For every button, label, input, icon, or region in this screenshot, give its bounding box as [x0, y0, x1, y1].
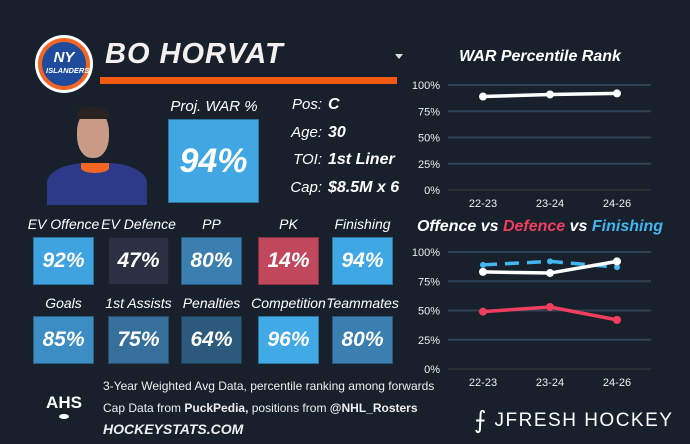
x-tick-label: 23-24 — [536, 377, 564, 389]
ahs-logo: AHS — [42, 384, 86, 426]
y-tick-label: 0% — [424, 185, 440, 197]
data-point — [480, 261, 486, 268]
stat-label: EV Defence — [101, 216, 176, 232]
data-point — [613, 89, 621, 98]
team-logo: NY ISLANDERS — [35, 35, 93, 93]
info-key: Cap: — [290, 179, 322, 197]
stat-label: Competition — [251, 295, 326, 311]
info-row: Age: 30 — [283, 124, 346, 142]
team-logo-text: NY ISLANDERS — [46, 49, 90, 75]
stat-label: Penalties — [182, 295, 241, 311]
info-key: TOI: — [293, 151, 322, 169]
y-tick-label: 75% — [418, 106, 440, 118]
info-value: 1st Liner — [328, 151, 395, 169]
chart-title: WAR Percentile Rank — [459, 48, 622, 65]
data-point — [547, 258, 553, 265]
nhl-rosters-link[interactable]: @NHL_Rosters — [329, 401, 418, 415]
stat-tile: 96% — [258, 316, 319, 364]
stat-label: EV Offence — [27, 216, 100, 232]
data-point — [546, 90, 554, 99]
stat-tile: 64% — [181, 316, 242, 364]
stat-label: PK — [279, 216, 298, 232]
info-key: Pos: — [291, 96, 322, 113]
proj-war-label: Proj. WAR % — [170, 98, 258, 115]
player-headshot — [43, 105, 148, 205]
stat-tile: 80% — [332, 316, 393, 364]
stat-label: Finishing — [334, 216, 391, 232]
team-color-bar — [100, 77, 397, 84]
y-tick-label: 50% — [418, 133, 440, 145]
chart-title-part: Offence — [417, 218, 476, 235]
stat-tile: 14% — [258, 237, 319, 285]
stat-tile: 75% — [108, 316, 169, 364]
footer-data-note: 3-Year Weighted Avg Data, percentile ran… — [103, 379, 435, 393]
stat-tile: 92% — [33, 237, 94, 285]
x-tick-label: 22-23 — [469, 198, 497, 210]
y-tick-label: 50% — [418, 306, 440, 318]
stat-tile: 47% — [108, 237, 169, 285]
hockeystats-link[interactable]: HOCKEYSTATS.COM — [103, 421, 244, 437]
data-point — [613, 257, 621, 266]
y-tick-label: 0% — [424, 364, 440, 376]
x-tick-label: 23-24 — [536, 198, 564, 210]
jfresh-logo-icon: ⨍ — [474, 408, 487, 434]
y-tick-label: 25% — [418, 159, 440, 171]
data-point — [614, 264, 620, 271]
y-tick-label: 25% — [418, 335, 440, 347]
proj-war-value: 94% — [168, 119, 259, 203]
war-percentile-chart: WAR Percentile Rank 0% 25% 50% 75% 100% 22-23 2… — [412, 48, 651, 210]
info-row: Cap: $8.5M x 6 — [283, 179, 399, 197]
x-tick-label: 24-26 — [603, 198, 631, 210]
info-row: TOI: 1st Liner — [283, 151, 395, 169]
x-tick-label: 22-23 — [469, 377, 497, 389]
y-tick-label: 100% — [412, 80, 440, 92]
data-point — [546, 302, 554, 311]
chart-title-part: Defence — [503, 218, 565, 235]
data-point — [546, 269, 554, 278]
player-name: BO HORVAT — [105, 38, 284, 70]
jfresh-brand: ⨍ JFRESH HOCKEY — [474, 408, 674, 434]
data-point — [479, 307, 487, 316]
info-row: Pos: C — [283, 96, 340, 114]
footer-sources: Cap Data from PuckPedia, positions from … — [103, 401, 418, 415]
dropdown-caret-icon[interactable] — [395, 54, 403, 59]
info-value: 30 — [328, 123, 346, 141]
data-point — [479, 267, 487, 276]
info-value: C — [328, 96, 340, 113]
info-value: $8.5M x 6 — [328, 179, 400, 197]
stat-tile: 80% — [181, 237, 242, 285]
chart-title-part: Finishing — [592, 218, 663, 235]
puckpedia-link[interactable]: PuckPedia, — [184, 401, 249, 415]
chart-title-part: vs — [476, 218, 503, 235]
x-tick-label: 24-26 — [603, 377, 631, 389]
stat-label: Goals — [45, 295, 82, 311]
y-tick-label: 100% — [412, 247, 440, 259]
stat-label: 1st Assists — [105, 295, 172, 311]
chart-title: Offence vs Defence vs Finishing — [417, 218, 663, 235]
info-key: Age: — [291, 123, 322, 141]
data-point — [479, 92, 487, 101]
stat-tile: 85% — [33, 316, 94, 364]
data-point — [613, 315, 621, 324]
chart-title-part: vs — [565, 218, 592, 235]
offence-defence-finishing-chart: Offence vs Defence vs Finishing 0% 25% 50% 7… — [412, 218, 663, 389]
stat-tile: 94% — [332, 237, 393, 285]
stat-label: PP — [202, 216, 221, 232]
y-tick-label: 75% — [418, 276, 440, 288]
stat-label: Teammates — [326, 295, 399, 311]
